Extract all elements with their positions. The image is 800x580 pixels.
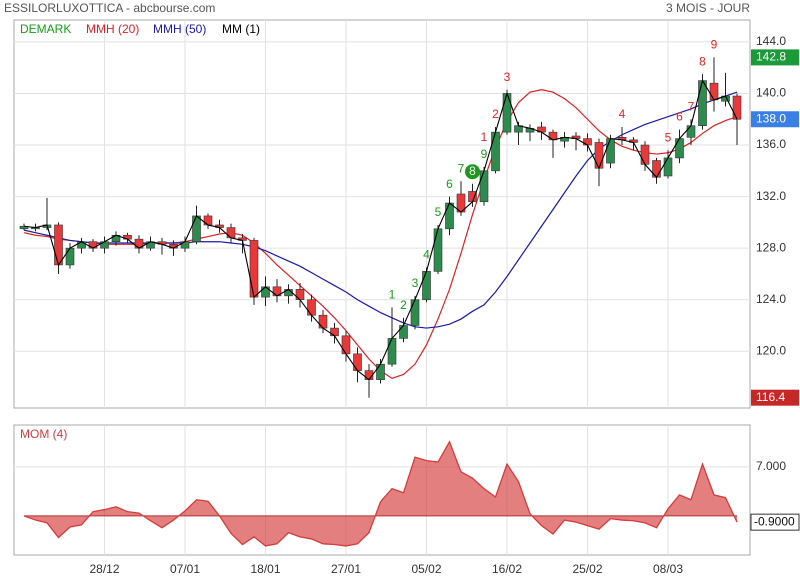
close-line	[23, 79, 738, 381]
candle-body	[698, 80, 707, 127]
candle-body	[709, 82, 719, 101]
x-tick-label: 28/12	[89, 562, 119, 576]
x-tick-label: 07/01	[170, 562, 200, 576]
price-panel	[13, 19, 751, 409]
y-tick-label: 7.000	[756, 459, 786, 473]
candle-body	[192, 215, 201, 243]
candle-body	[65, 247, 75, 266]
momentum-panel	[13, 424, 751, 556]
candle-body	[353, 353, 362, 371]
demark-label: 5	[665, 130, 672, 144]
demark-circle	[465, 164, 480, 180]
momentum-title: MOM (4)	[20, 427, 67, 441]
x-tick-label: 08/03	[653, 562, 683, 576]
x-tick-label: 27/01	[331, 562, 361, 576]
price-marker	[751, 389, 799, 406]
candle-body	[445, 202, 454, 230]
x-tick-label: 05/02	[411, 562, 441, 576]
y-tick-label: 136.0	[756, 137, 786, 151]
demark-label: 4	[619, 107, 626, 121]
candle-body	[226, 227, 236, 239]
legend-entry: MM (1)	[222, 22, 260, 36]
demark-label: 2	[492, 107, 499, 121]
candle-body	[675, 138, 684, 159]
candle-body	[491, 131, 500, 172]
momentum-area	[24, 441, 737, 546]
candle-body	[663, 157, 673, 177]
demark-label: 3	[412, 276, 419, 290]
y-tick-label: 144.0	[756, 34, 786, 48]
x-tick-label: 16/02	[492, 562, 522, 576]
candle-body	[376, 363, 385, 380]
candle-body	[410, 299, 420, 326]
candle-body	[502, 93, 512, 133]
candle-body	[307, 299, 316, 316]
candle-body	[295, 289, 305, 301]
demark-label: 8	[469, 164, 476, 178]
candle-body	[341, 335, 351, 355]
momentum-line	[23, 440, 738, 547]
candle-body	[399, 325, 408, 339]
y-tick-label: 120.0	[756, 343, 786, 357]
y-tick-label: 132.0	[756, 189, 786, 203]
candle-body	[479, 170, 489, 203]
demark-label: 9	[481, 147, 488, 161]
y-tick-label: 140.0	[756, 86, 786, 100]
chart-title: ESSILORLUXOTTICA - abcbourse.com	[4, 1, 215, 15]
candle-body	[249, 240, 259, 298]
price-marker-label: 116.4	[756, 390, 785, 404]
demark-label: 6	[446, 177, 453, 191]
candle-body	[686, 125, 696, 138]
legend-entry: MMH (20)	[86, 22, 139, 36]
x-tick-label: 25/02	[572, 562, 602, 576]
candle-body	[203, 215, 213, 226]
demark-label: 5	[435, 205, 442, 219]
price-marker	[751, 111, 799, 128]
candle-body	[54, 224, 63, 266]
demark-label: 8	[699, 54, 706, 68]
candle-body	[318, 314, 328, 329]
chart-subtitle: 3 MOIS - JOUR	[666, 1, 750, 15]
demark-label: 7	[688, 99, 695, 113]
last-marker-label: -0.9000	[754, 514, 795, 528]
legend-entry: MMH (50)	[153, 22, 206, 36]
demark-label: 1	[481, 130, 488, 144]
demark-label: 1	[389, 288, 396, 302]
price-marker-label: 138.0	[756, 111, 786, 125]
demark-label: 9	[711, 38, 718, 52]
demark-label: 2	[400, 298, 407, 312]
candle-body	[433, 228, 443, 272]
candle-body	[732, 95, 742, 120]
candle-body	[594, 142, 604, 169]
price-marker	[751, 49, 799, 66]
demark-label: 4	[423, 248, 430, 262]
candle-body	[387, 338, 397, 365]
demark-label: 7	[458, 161, 465, 175]
demark-label: 6	[676, 110, 683, 124]
legend-entry: DEMARK	[20, 22, 71, 36]
y-tick-label: 128.0	[756, 240, 786, 254]
candle-body	[640, 144, 650, 165]
candle-body	[606, 138, 615, 164]
demark-label: 3	[504, 70, 511, 84]
candle-body	[330, 327, 339, 337]
price-marker-label: 142.8	[756, 50, 786, 64]
last-marker	[750, 513, 800, 531]
x-tick-label: 18/01	[250, 562, 280, 576]
candle-body	[422, 271, 431, 301]
y-tick-label: 124.0	[756, 292, 786, 306]
